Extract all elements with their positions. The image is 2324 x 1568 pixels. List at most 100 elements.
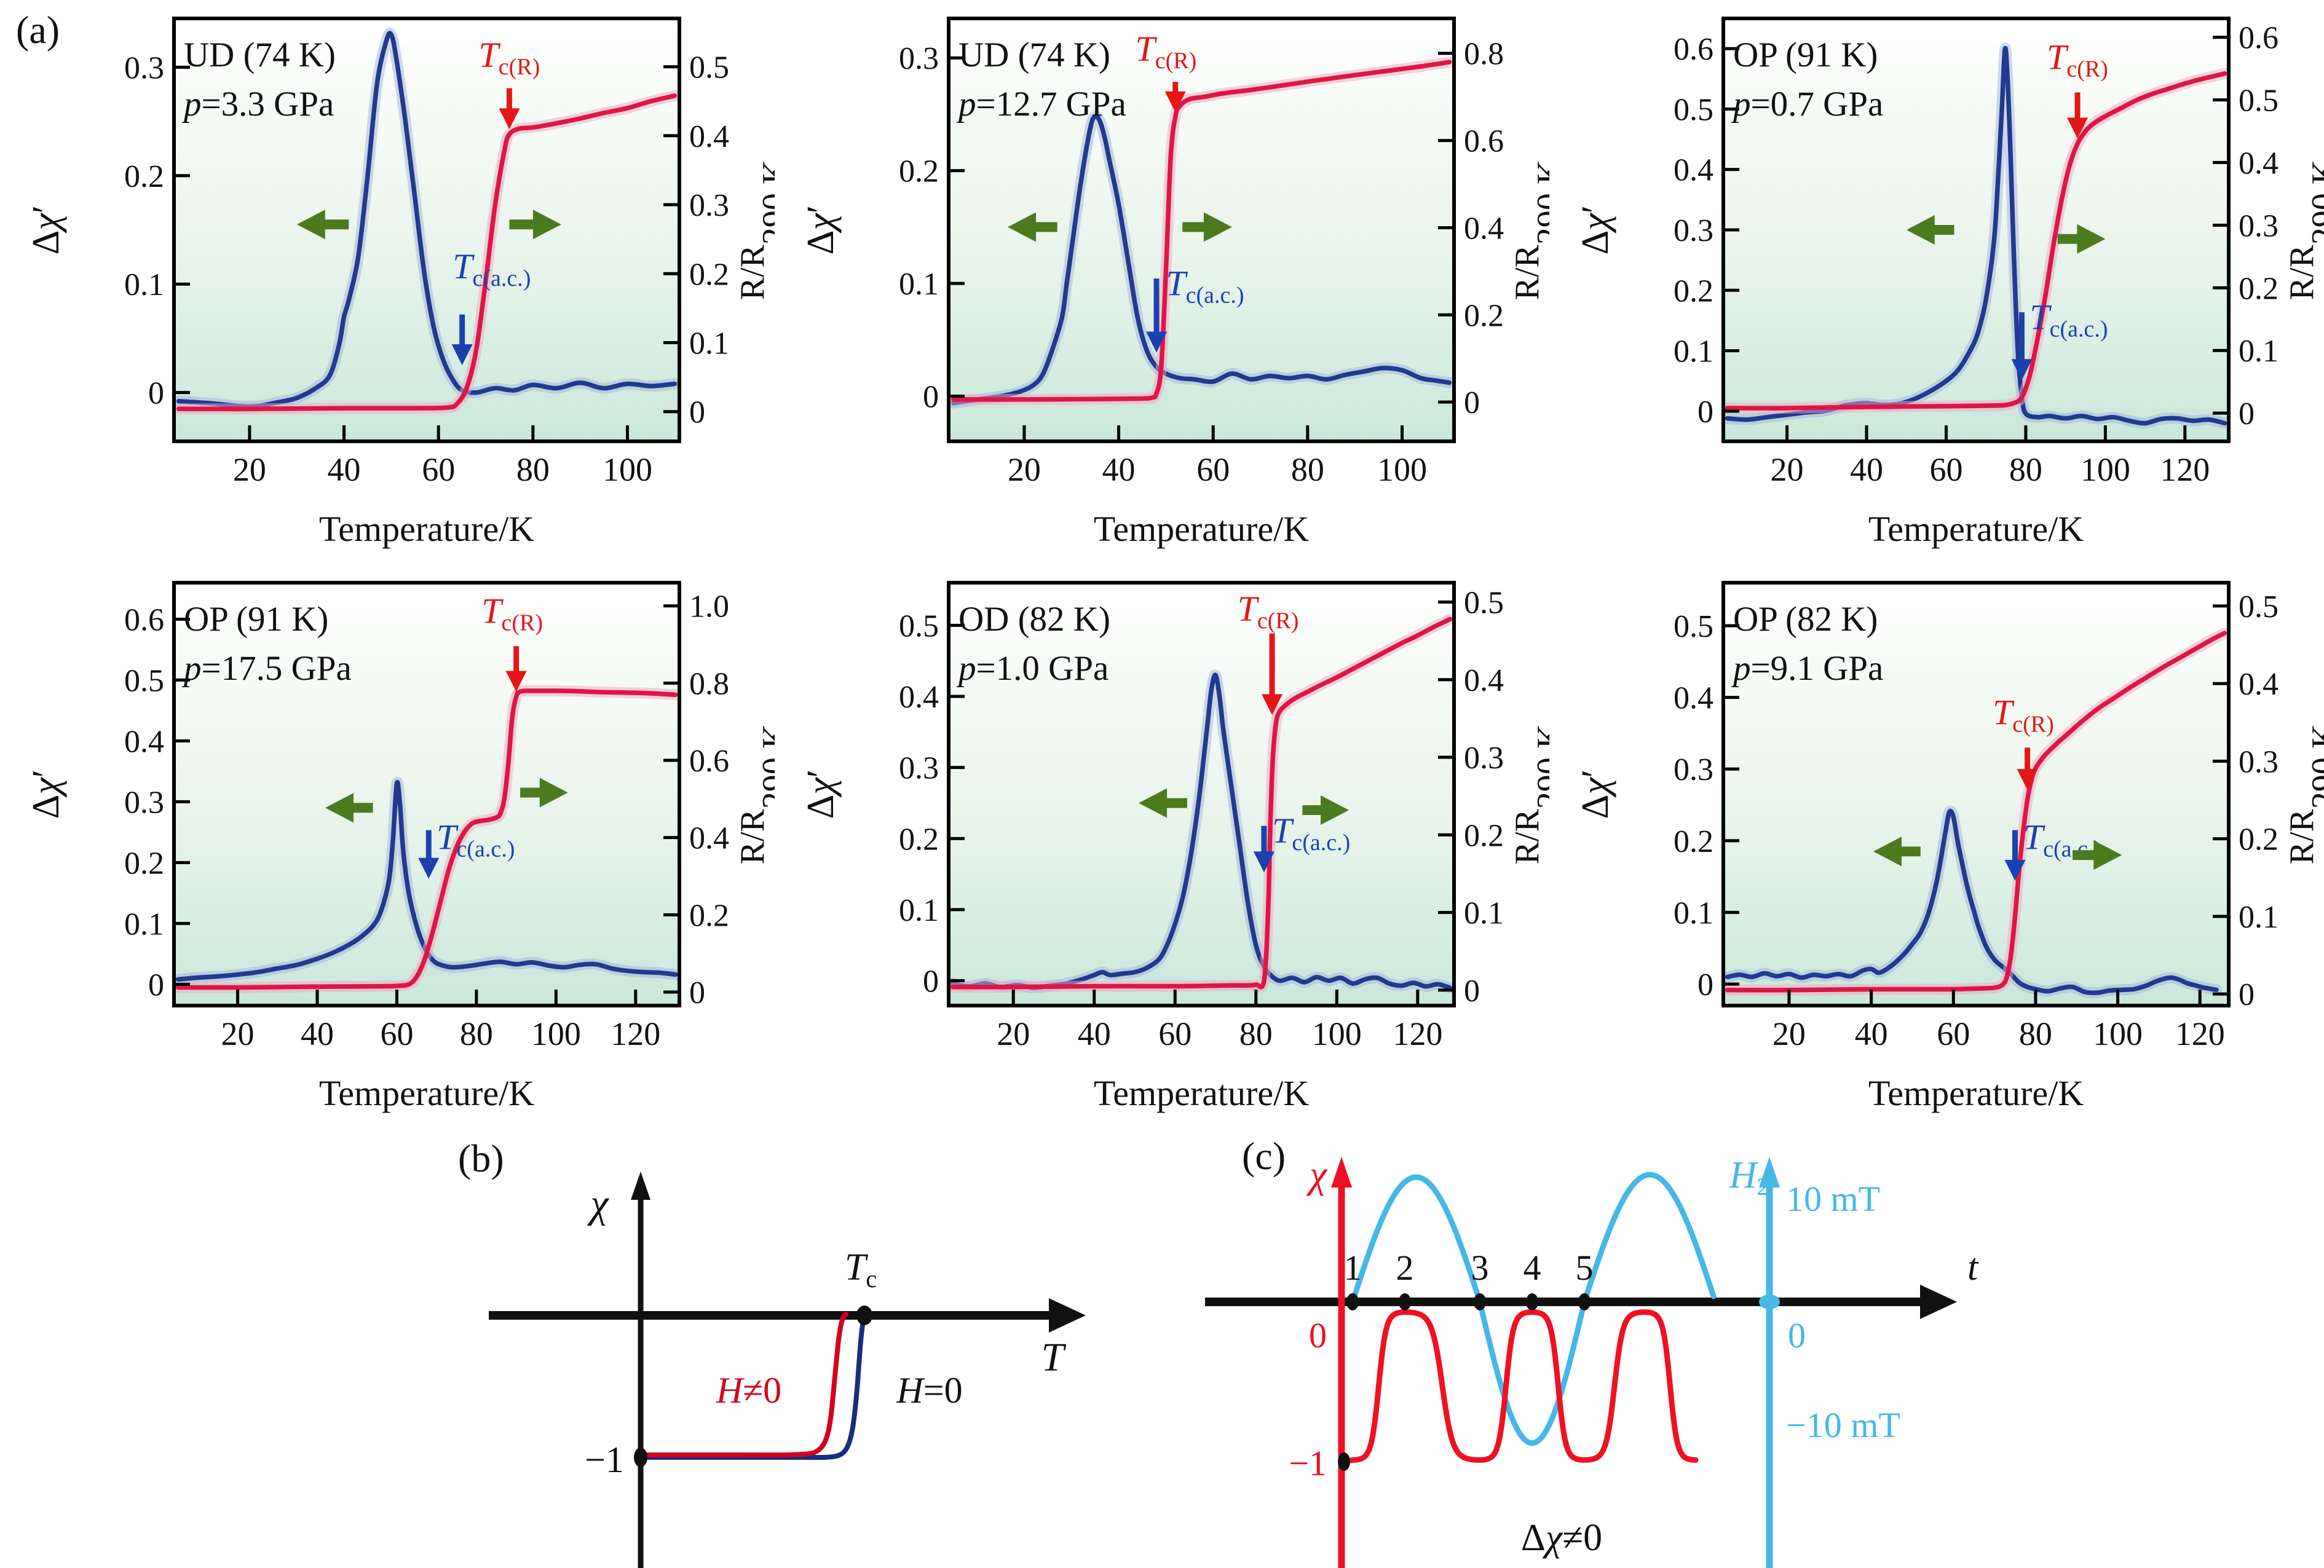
plot-border (947, 17, 1456, 443)
tc-r-label: Tc(R) (481, 591, 543, 636)
minus-one-point (634, 1448, 647, 1467)
h2-axis-label: H2 (1729, 1154, 1769, 1200)
delta-chi-caption: Δχ≠0 (1521, 1517, 1602, 1559)
left-axis-arrow-icon (1008, 212, 1057, 242)
right-tick-label: 0 (2239, 977, 2255, 1012)
x-tick-label: 40 (301, 1015, 334, 1052)
subplot-a2: 0 0.1 0.2 0.3 0 0.2 0.4 0.6 0.8 20 40 60 80 100 Temper… (800, 17, 1549, 549)
right-tick-label: 0.1 (2239, 334, 2279, 369)
chi-minus-one-point (1338, 1452, 1350, 1471)
ticks (174, 65, 679, 441)
ac-susceptibility-curve (950, 672, 1453, 990)
h2-axis-arrowhead-icon (1759, 1157, 1780, 1188)
x-tick-label: 20 (1773, 1015, 1806, 1052)
x-tick-label: 20 (1771, 451, 1804, 488)
tc-ac-label: Tc(a.c.) (437, 817, 515, 862)
left-tick-label: 0 (148, 376, 164, 411)
x-axis-label: Temperature/K (1094, 1073, 1309, 1113)
x-axis-label: Temperature/K (1868, 1073, 2084, 1113)
subplot-a6: 0 0.1 0.2 0.3 0.4 0.5 0 0.1 0.2 0.3 0.4 0.5 20 40 60 80… (1575, 581, 2324, 1113)
right-tick-label: 0.3 (2239, 744, 2279, 779)
left-tick-label: 0 (1698, 967, 1713, 1003)
right-axis-arrow-icon (1182, 212, 1232, 242)
left-tick-label: 0 (923, 964, 939, 999)
panel-a-label: (a) (16, 8, 60, 52)
h2-min-label: −10 mT (1786, 1405, 1900, 1445)
tc-ac-label: Tc(a.c.) (453, 246, 531, 291)
subplot-a3: 0 0.1 0.2 0.3 0.4 0.5 0.6 0 0.1 0.2 0.3 0.4 0.5 0.6 20… (1575, 17, 2324, 549)
x-tick-label: 80 (2019, 1015, 2052, 1052)
right-axis-label: R/R290 K (733, 160, 775, 301)
panel-b-schematic: χ T Tc H≠0 H=0 −1 (489, 1172, 1086, 1568)
left-axis-arrow-icon (1139, 788, 1187, 818)
sample-label: OP (91 K) (1733, 36, 1878, 74)
right-tick-label: 0.1 (1464, 896, 1504, 931)
tc-r-label: Tc(R) (1135, 29, 1196, 74)
right-tick-label: 0 (689, 975, 705, 1011)
resistance-curve (951, 60, 1452, 402)
tc-ac-label: Tc(a.c.) (1166, 264, 1244, 309)
left-tick-label: 0.3 (899, 751, 939, 786)
panel-c-label: (c) (1242, 1134, 1286, 1178)
t-axis-label: T (1041, 1335, 1067, 1380)
chi-zero-label: 0 (1309, 1315, 1327, 1355)
chi-axis-label: χ (587, 1181, 609, 1226)
right-tick-label: 0.5 (1464, 586, 1504, 621)
left-tick-label: 0.2 (899, 154, 939, 189)
h-nonzero-label: H≠0 (716, 1370, 781, 1411)
chi-axis-label: χ (1306, 1152, 1328, 1196)
t-axis-arrowhead-icon (1049, 1298, 1086, 1333)
sample-label: UD (74 K) (184, 36, 336, 74)
right-tick-label: 0.5 (689, 50, 729, 85)
right-axis-label: R/R290 K (1508, 160, 1549, 301)
subplot-a1: 0 0.1 0.2 0.3 0 0.1 0.2 0.3 0.4 0.5 20 40 60 80 100 Tem… (25, 17, 775, 549)
x-tick-label: 40 (1850, 451, 1883, 488)
right-tick-label: 0.1 (2239, 900, 2279, 935)
left-tick-label: 0.1 (124, 907, 164, 942)
left-axis-label: Δχ′ (800, 770, 842, 819)
x-tick-label: 60 (1937, 1015, 1970, 1052)
tc-point (856, 1306, 872, 1325)
right-tick-label: 0.2 (1464, 298, 1504, 333)
x-tick-label: 120 (611, 1015, 660, 1052)
h-zero-label: H=0 (896, 1370, 962, 1411)
tc-r-arrow (499, 88, 520, 130)
time-point-label: 5 (1576, 1248, 1594, 1288)
sample-label: UD (74 K) (958, 36, 1110, 74)
resistance-curve (175, 688, 678, 990)
x-tick-label: 80 (2009, 451, 2042, 488)
curves (1723, 42, 2229, 429)
left-tick-label: 0.2 (899, 822, 939, 857)
left-axis-label: Δχ′ (800, 205, 842, 255)
right-tick-label: 0.8 (689, 666, 729, 701)
right-tick-label: 0 (689, 395, 705, 430)
right-axis-arrow-icon (520, 778, 568, 808)
right-axis-label: R/R290 K (2283, 160, 2324, 301)
tc-r-arrow (2017, 747, 2038, 790)
right-tick-label: 0.3 (689, 188, 729, 223)
pressure-label: p=17.5 GPa (181, 649, 352, 688)
resistance-curve (1725, 71, 2227, 411)
pressure-label: p=9.1 GPa (1731, 649, 1883, 688)
left-tick-label: 0.6 (124, 602, 164, 637)
time-point-label: 3 (1471, 1248, 1489, 1288)
plot-border (947, 581, 1456, 1007)
chi-axis-arrowhead-icon (631, 1172, 650, 1200)
time-point-label: 1 (1344, 1248, 1362, 1288)
curves (174, 685, 679, 993)
right-tick-label: 0.4 (689, 119, 729, 154)
right-axis-arrow-icon (509, 210, 561, 240)
x-tick-label: 100 (2093, 1015, 2143, 1052)
right-tick-label: 0.4 (1464, 211, 1504, 246)
tc-label: Tc (845, 1247, 877, 1293)
right-tick-label: 0.4 (689, 821, 729, 856)
right-tick-label: 0.2 (689, 898, 729, 933)
left-axis-label: Δχ′ (25, 770, 67, 819)
subplot-a5: 0 0.1 0.2 0.3 0.4 0.5 0 0.1 0.2 0.3 0.4 0.5 20 40 60 80… (800, 581, 1549, 1113)
tc-ac-arrow (2011, 312, 2033, 380)
right-tick-label: 0.6 (1464, 124, 1504, 159)
left-tick-label: 0.5 (1674, 609, 1713, 644)
x-tick-label: 100 (1377, 451, 1427, 488)
ac-susceptibility-curve (175, 779, 678, 982)
left-axis-arrow-icon (1906, 215, 1954, 245)
